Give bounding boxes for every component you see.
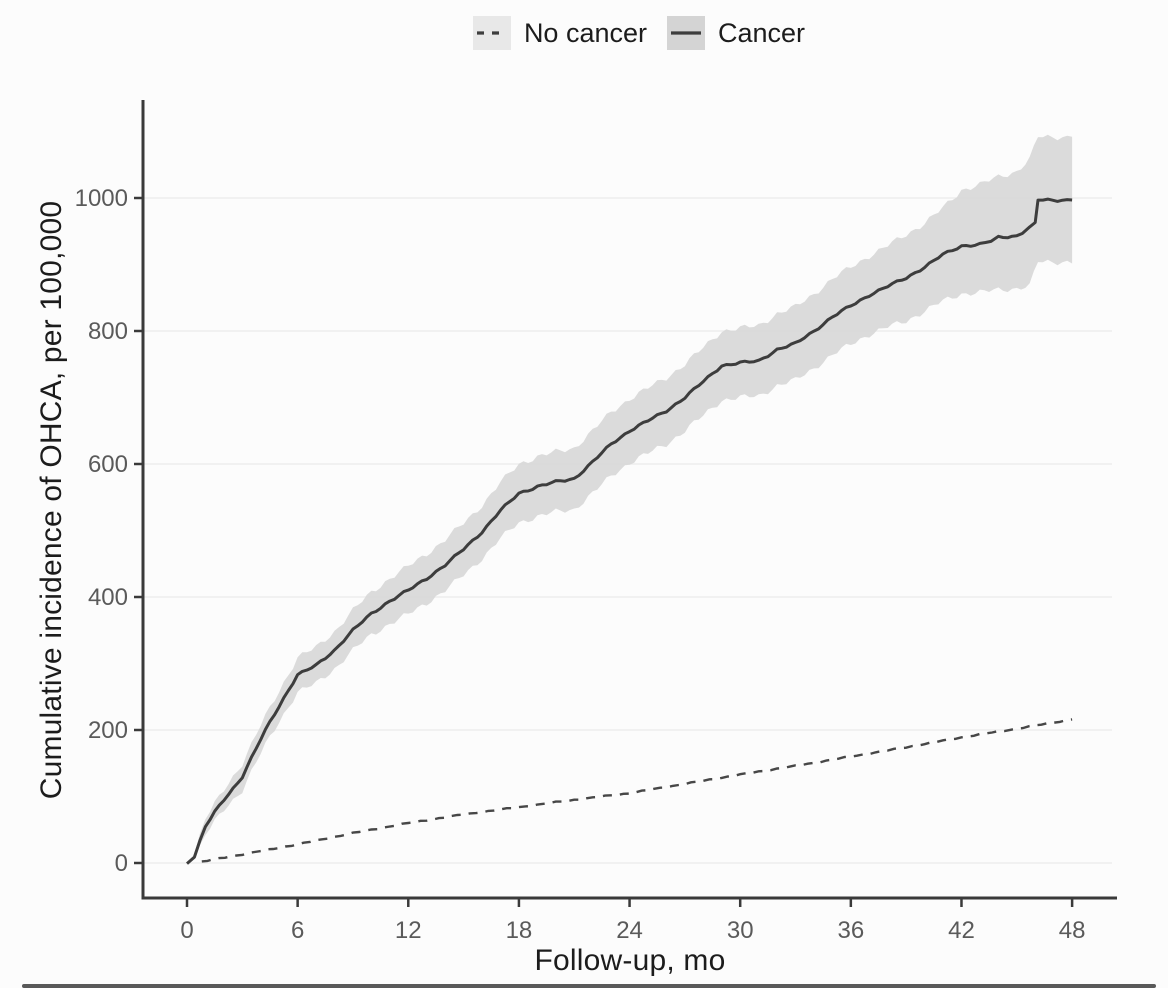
gridlines bbox=[143, 197, 1112, 864]
y-tick-label: 800 bbox=[88, 318, 128, 345]
x-tick-label: 6 bbox=[291, 917, 304, 944]
y-tick-label: 600 bbox=[88, 451, 128, 478]
x-tick-label: 42 bbox=[948, 917, 975, 944]
tick-marks bbox=[134, 196, 1074, 907]
y-tick-label: 400 bbox=[88, 584, 128, 611]
x-tick-label: 36 bbox=[837, 917, 864, 944]
cancer-line bbox=[186, 197, 1073, 865]
x-tick-label: 18 bbox=[506, 917, 533, 944]
y-tick-label: 1000 bbox=[75, 185, 128, 212]
photo-edge-artifact bbox=[22, 984, 1156, 988]
legend-key-solid-line-icon bbox=[667, 16, 705, 50]
legend-key-dashed-line-icon bbox=[472, 16, 511, 50]
y-tick-label: 0 bbox=[115, 850, 128, 877]
cancer-ci-band bbox=[194, 134, 1073, 860]
x-tick-label: 24 bbox=[616, 917, 643, 944]
legend-label-no-cancer: No cancer bbox=[523, 18, 647, 48]
x-tick-label: 12 bbox=[395, 917, 422, 944]
legend-label-cancer: Cancer bbox=[718, 18, 806, 48]
legend-item-no-cancer: No cancer bbox=[472, 16, 647, 50]
y-tick-label: 200 bbox=[88, 717, 128, 744]
x-tick-label: 48 bbox=[1059, 917, 1086, 944]
x-tick-label: 30 bbox=[727, 917, 754, 944]
no-cancer-line bbox=[201, 718, 1073, 863]
x-tick-label: 0 bbox=[180, 917, 193, 944]
tick-labels: 0 200 400 600 800 1000 0 6 12 18 24 30 36 42 48 bbox=[75, 185, 1086, 944]
legend: No cancer Cancer bbox=[0, 16, 1168, 50]
x-axis-title: Follow-up, mo bbox=[534, 944, 726, 977]
legend-item-cancer: Cancer bbox=[667, 16, 805, 50]
